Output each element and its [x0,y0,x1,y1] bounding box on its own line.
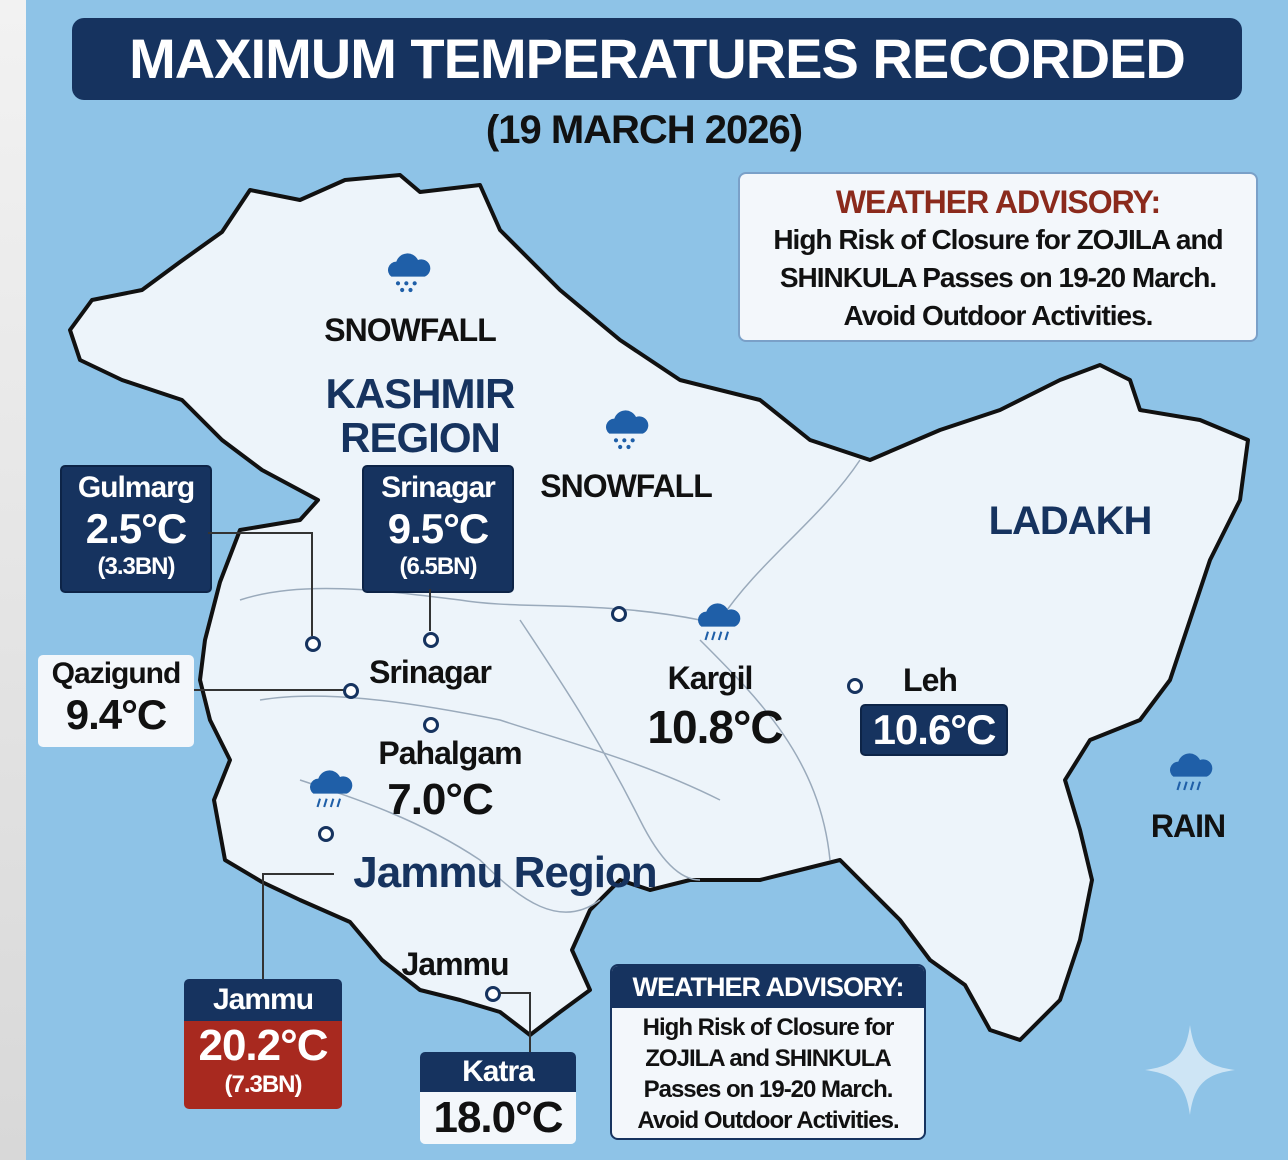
region-label-jammu: Jammu Region [353,848,657,897]
station-departure: (3.3BN) [97,553,175,580]
station-card-gulmarg: Gulmarg 2.5°C (3.3BN) [60,465,212,593]
snow-cloud-icon [388,253,431,293]
leader-line [429,589,431,631]
station-departure: (7.3BN) [224,1071,302,1098]
station-marker-srinagar [423,632,439,648]
jk-ladakh-land [68,173,1250,1042]
station-card-katra: Katra 18.0°C [420,1052,576,1144]
page-subtitle: (19 MARCH 2026) [485,108,803,152]
sparkle-icon [1145,1025,1235,1115]
advisory-heading: WEATHER ADVISORY: [835,184,1161,220]
station-marker-pahalgam [423,717,439,733]
leader-line [262,873,264,979]
leader-line [311,532,313,636]
rain-cloud-icon [310,770,353,808]
station-temp: 18.0°C [420,1092,576,1144]
advisory-body: High Risk of Closure for ZOJILA and SHIN… [773,224,1223,331]
leader-line [529,992,531,1052]
map-label-jammu: Jammu [401,946,509,982]
advisory-bottom: WEATHER ADVISORY: High Risk of Closure f… [610,964,926,1140]
weather-label-rain: RAIN [1150,808,1226,844]
station-name: Katra [420,1052,576,1092]
station-temp-pahalgam: 7.0°C [387,775,494,824]
station-name: Qazigund [51,657,182,690]
background-strip [0,0,26,1160]
leader-line [194,689,344,691]
station-marker-jammu [485,986,501,1002]
station-departure: (6.5BN) [399,553,477,580]
station-name-kargil: Kargil [667,660,754,696]
station-name: Jammu [184,979,342,1021]
weather-label-snowfall: SNOWFALL [540,468,713,504]
station-card-qazigund: Qazigund 9.4°C [38,655,194,747]
station-marker-kargil [611,606,627,622]
station-marker-leh [847,678,863,694]
station-temp-leh: 10.6°C [860,704,1008,756]
station-name: Gulmarg [77,471,195,504]
region-label-ladakh: LADAKH [988,499,1153,543]
map-label-srinagar: Srinagar [369,654,492,690]
station-marker-qazigund [343,683,359,699]
leader-line [262,873,334,875]
leader-line [500,992,530,994]
rain-cloud-icon [698,603,741,641]
station-temp: 9.5°C [387,505,490,552]
station-name-pahalgam: Pahalgam [378,735,522,771]
weather-label-snowfall: SNOWFALL [324,312,497,348]
station-temp-kargil: 10.8°C [647,701,783,753]
station-card-srinagar: Srinagar 9.5°C (6.5BN) [362,465,514,593]
station-name-leh: Leh [903,662,958,698]
region-label-kashmir: KASHMIR REGION [325,370,516,462]
station-card-jammu: Jammu 20.2°C (7.3BN) [184,979,342,1109]
leader-line [208,532,312,534]
station-name: Srinagar [381,471,496,504]
station-marker [318,826,334,842]
station-temp: 20.2°C [198,1021,328,1070]
station-marker-gulmarg [305,636,321,652]
advisory-body: High Risk of Closure for ZOJILA and SHIN… [637,1014,899,1134]
rain-cloud-icon [1170,753,1213,791]
station-temp: 9.4°C [65,691,168,738]
station-temp: 2.5°C [85,505,188,552]
snow-cloud-icon [606,410,649,450]
page-title: MAXIMUM TEMPERATURES RECORDED [72,18,1242,100]
advisory-heading: WEATHER ADVISORY: [612,966,924,1008]
advisory-top: WEATHER ADVISORY: High Risk of Closure f… [738,172,1258,342]
